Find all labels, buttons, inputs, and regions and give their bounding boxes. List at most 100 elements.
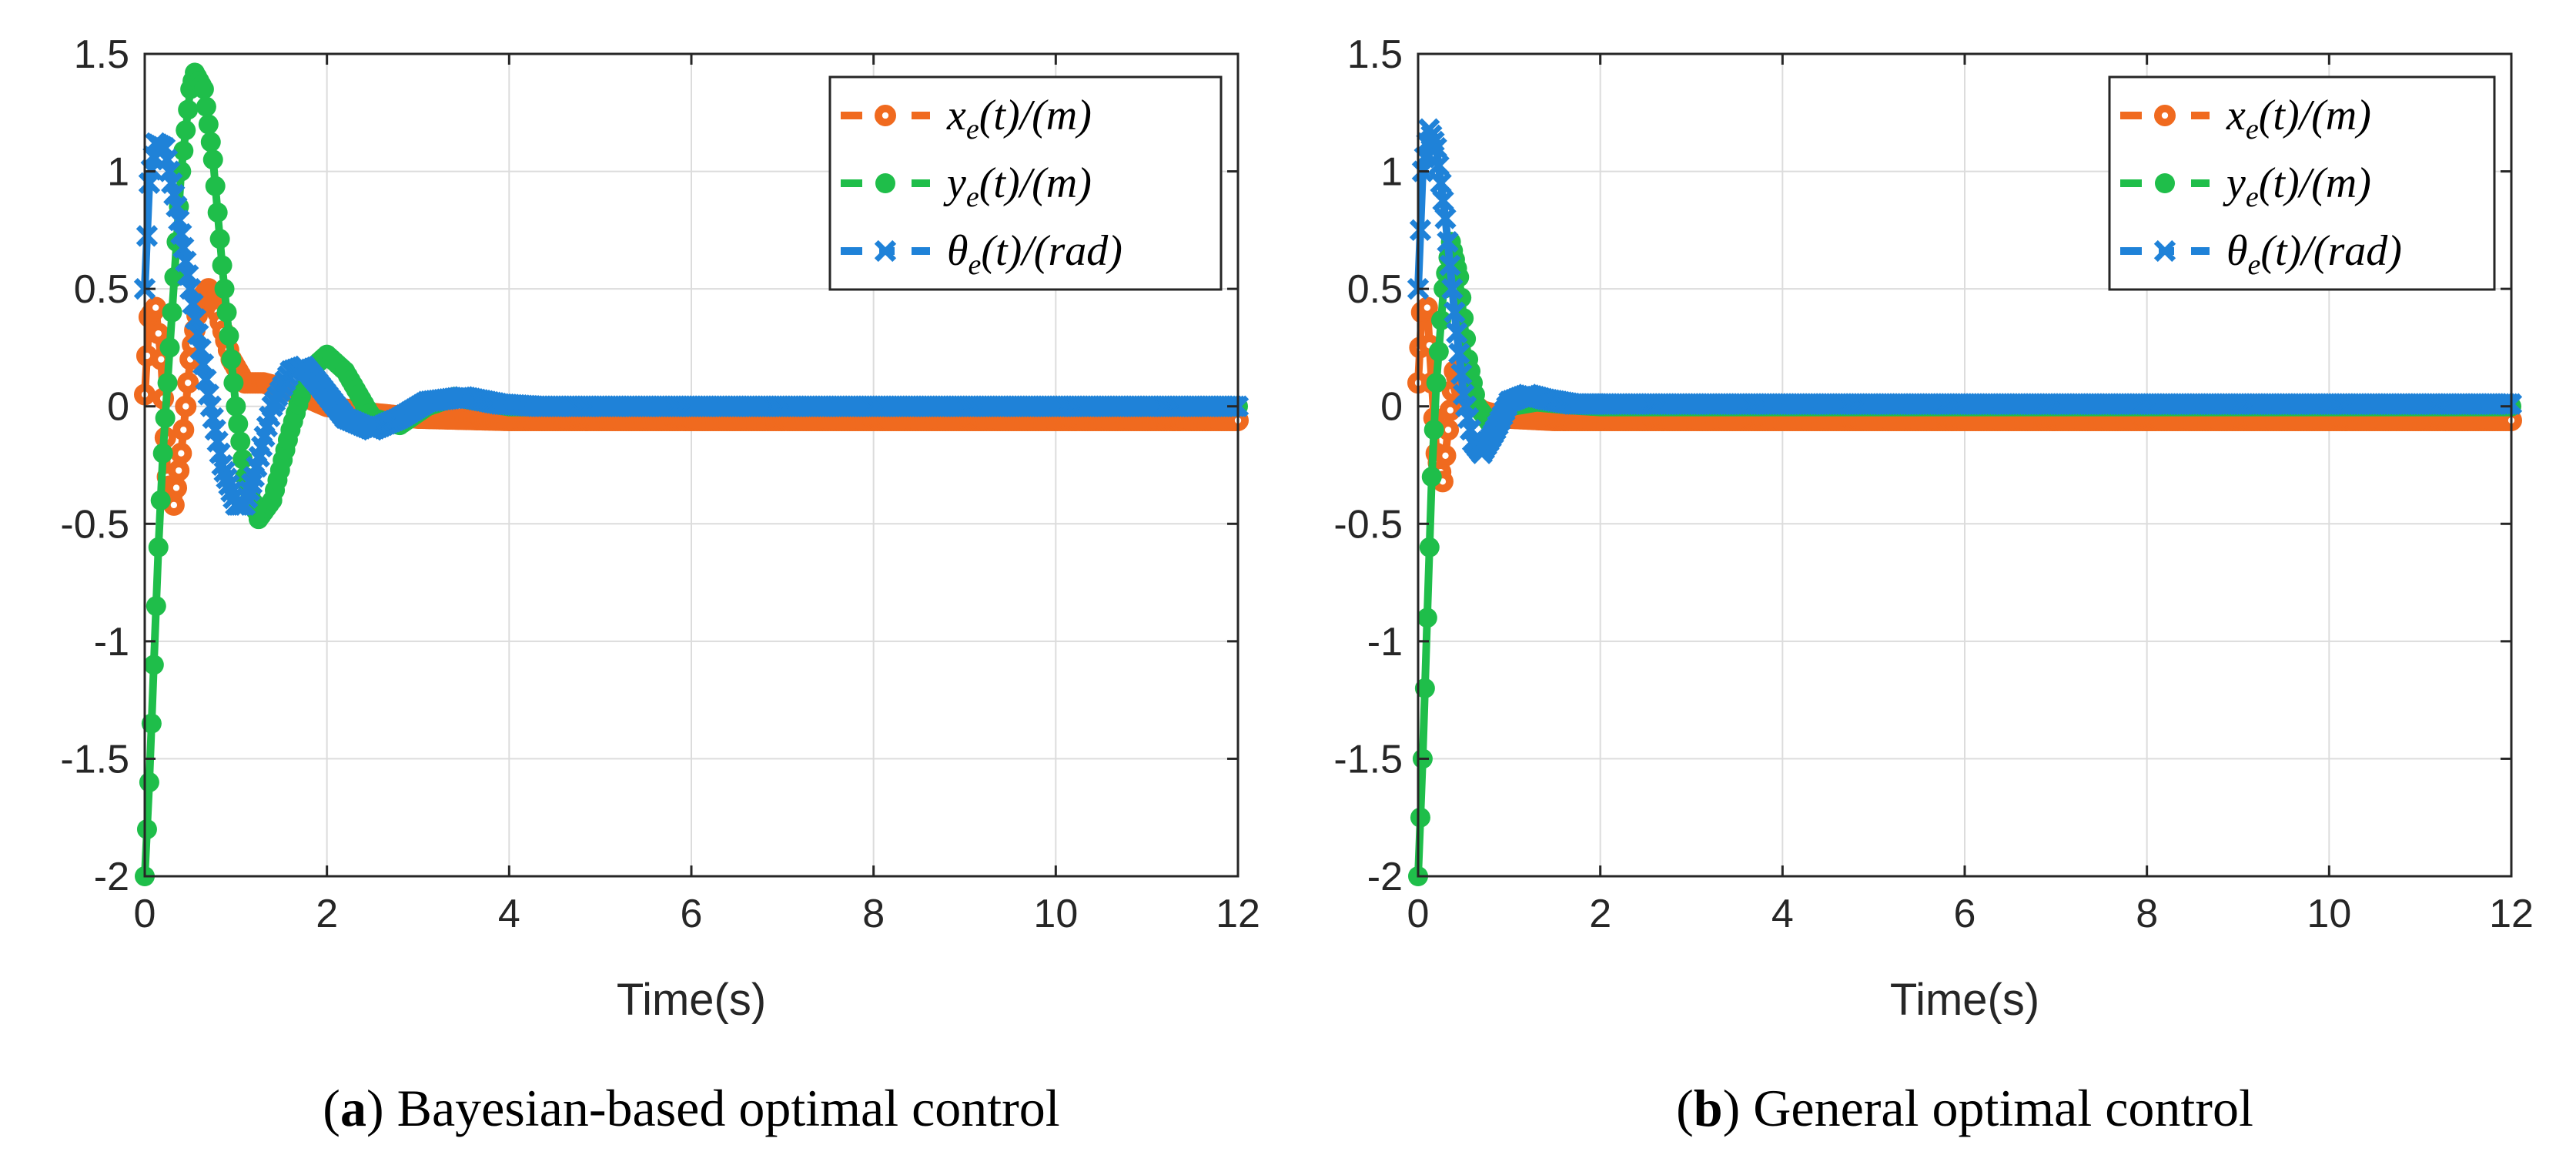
data-point-1-a: [230, 431, 251, 452]
y-tick-label-a: 0.5: [74, 267, 129, 312]
data-point-1-b: [1430, 310, 1451, 330]
legend-main-1-b: y: [2223, 159, 2246, 207]
x-axis-label-a: Time(s): [617, 975, 766, 1025]
data-point-2-b: [1439, 254, 1461, 276]
legend-rest-0-b: (t)/(m): [2259, 92, 2371, 139]
data-point-1-b: [1428, 341, 1449, 362]
x-tick-label-a: 10: [1033, 892, 1078, 936]
legend-label-1-b: ye(t)/(m): [2223, 159, 2371, 213]
legend-main-1-a: y: [943, 159, 966, 207]
legend-sub-0-b: e: [2246, 113, 2259, 146]
data-point-1-a: [159, 337, 180, 358]
legend-label-2-a: θe(t)/(rad): [947, 227, 1122, 281]
legend-marker-0-b: [2154, 105, 2176, 126]
data-point-1-a: [228, 413, 249, 434]
x-tick-label-b: 2: [1589, 892, 1611, 936]
y-tick-label-a: 1: [107, 150, 129, 195]
caption-b: (b) General optimal control: [1676, 1079, 2253, 1137]
legend-b: xe(t)/(m)ye(t)/(m)θe(t)/(rad): [2108, 75, 2496, 291]
caption-letter-a: a: [340, 1079, 366, 1137]
legend-marker-0-a: [875, 105, 896, 126]
data-point-1-a: [233, 449, 253, 470]
data-point-2-a: [135, 225, 159, 247]
data-point-1-a: [176, 120, 196, 141]
data-point-2-b: [1425, 136, 1447, 159]
data-point-2-b: [1427, 154, 1450, 177]
data-point-2-b: [1430, 172, 1452, 195]
data-point-0-b: [1434, 444, 1457, 467]
y-tick-label-a: -2: [94, 855, 129, 899]
data-point-1-a: [214, 279, 235, 300]
data-point-1-a: [223, 373, 244, 393]
data-point-1-a: [209, 229, 230, 249]
legend-marker-1-a: [875, 173, 895, 193]
data-point-1-a: [212, 255, 233, 276]
data-point-2-b: [1434, 207, 1457, 229]
x-tick-label-b: 4: [1771, 892, 1794, 936]
data-point-0-a: [175, 395, 197, 417]
data-point-0-a: [168, 460, 190, 482]
data-point-1-a: [162, 302, 182, 323]
y-tick-label-b: 1: [1380, 150, 1403, 195]
x-tick-label-a: 4: [498, 892, 520, 936]
legend-entry-1-a: ye(t)/(m): [841, 159, 1092, 213]
data-point-1-a: [155, 407, 176, 428]
x-tick-label-a: 6: [681, 892, 703, 936]
legend-main-2-b: θ: [2226, 227, 2248, 275]
ticks-a: 0 2 4 6 8 10 12 -2 -1.5 -1 -0.5 0 0.5 1 1.5: [60, 32, 1260, 936]
data-point-1-a: [152, 443, 173, 464]
legend-entry-0-a: xe(t)/(m): [841, 92, 1092, 146]
data-point-1-a: [219, 326, 239, 346]
data-point-1-b: [1423, 420, 1444, 440]
y-tick-label-a: 1.5: [74, 32, 129, 77]
x-tick-label-a: 2: [316, 892, 338, 936]
data-point-1-b: [1410, 807, 1430, 828]
legend-sub-1-b: e: [2246, 181, 2259, 213]
caption-text-a: Bayesian-based optimal control: [397, 1079, 1060, 1137]
legend-label-1-a: ye(t)/(m): [943, 159, 1092, 213]
data-point-2-b: [1450, 363, 1473, 385]
legend-main-2-a: θ: [947, 227, 969, 275]
y-tick-label-a: -1.5: [60, 737, 129, 782]
y-tick-label-a: -0.5: [60, 502, 129, 547]
legend-label-0-b: xe(t)/(m): [2226, 92, 2371, 146]
data-point-1-a: [136, 819, 157, 839]
legend-label-0-a: xe(t)/(m): [946, 92, 1092, 146]
x-tick-label-b: 12: [2489, 892, 2534, 936]
x-tick-label-b: 6: [1954, 892, 1976, 936]
data-point-0-a: [166, 477, 188, 499]
legend-entry-2-b: θe(t)/(rad): [2120, 227, 2402, 281]
legend-sub-2-b: e: [2248, 249, 2261, 281]
data-point-2-b: [1446, 322, 1468, 344]
data-point-1-a: [150, 490, 171, 511]
data-point-1-a: [200, 132, 221, 152]
data-point-1-b: [1417, 608, 1437, 628]
y-tick-label-a: 0: [107, 385, 129, 430]
legend-main-0-a: x: [946, 92, 966, 139]
data-point-1-b: [1414, 678, 1435, 698]
data-point-1-a: [196, 96, 216, 117]
legend-rest-2-b: (t)/(rad): [2260, 227, 2402, 275]
series-2-a: [133, 132, 1250, 517]
y-tick-label-b: -1.5: [1333, 737, 1403, 782]
data-point-1-a: [141, 713, 162, 734]
data-point-0-a: [170, 442, 192, 464]
data-point-0-a: [177, 372, 199, 394]
caption-letter-b: b: [1694, 1079, 1723, 1137]
data-point-1-a: [139, 772, 159, 792]
data-point-2-b: [1437, 230, 1459, 253]
ticks-b: 0 2 4 6 8 10 12 -2 -1.5 -1 -0.5 0 0.5 1 1.5: [1333, 32, 2534, 936]
legend-sub-2-a: e: [969, 249, 982, 281]
data-point-1-a: [202, 149, 223, 170]
x-tick-label-b: 10: [2307, 892, 2351, 936]
legend-rest-1-a: (t)/(m): [979, 159, 1092, 207]
x-tick-label-b: 8: [2136, 892, 2158, 936]
series-2-b: [1407, 118, 2523, 464]
series-group-b: [1407, 118, 2523, 886]
panel-b: 0 2 4 6 8 10 12-2-1.5-1-0.500.511.5 Time(s) xe…: [1333, 32, 2534, 1137]
data-point-2-b: [1444, 301, 1466, 323]
y-tick-label-b: 0: [1380, 385, 1403, 430]
legend-marker-2-b: [2153, 239, 2176, 263]
data-point-1-a: [193, 79, 214, 99]
legend-a: xe(t)/(m)ye(t)/(m)θe(t)/(rad): [828, 75, 1223, 291]
